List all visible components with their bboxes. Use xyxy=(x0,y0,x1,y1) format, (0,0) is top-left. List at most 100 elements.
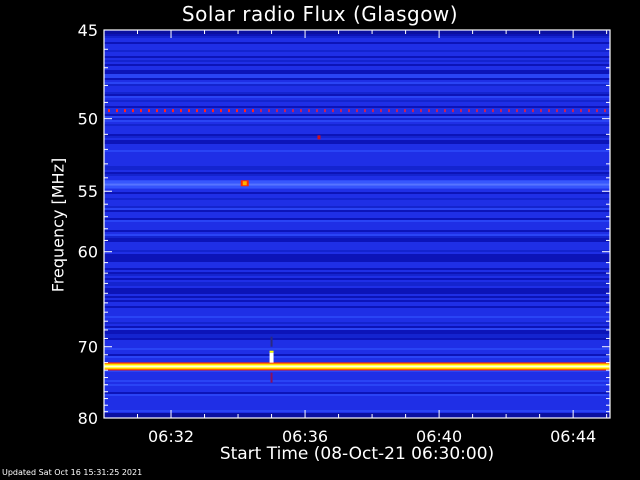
x-tick-label: 06:40 xyxy=(416,427,462,446)
dashed-signal xyxy=(508,109,510,113)
freq-stripe xyxy=(104,272,610,274)
dashed-signal xyxy=(492,109,494,113)
freq-stripe xyxy=(104,322,610,324)
freq-stripe xyxy=(104,116,610,118)
freq-stripe xyxy=(104,334,610,336)
dashed-signal xyxy=(212,109,214,113)
dashed-signal xyxy=(452,109,454,113)
dashed-signal xyxy=(316,109,318,113)
x-tick-label: 06:32 xyxy=(148,427,194,446)
freq-stripe xyxy=(104,268,610,270)
dashed-signal xyxy=(348,109,350,113)
elevated-band-core xyxy=(104,183,610,186)
freq-stripe xyxy=(104,274,610,276)
freq-stripe xyxy=(104,370,610,372)
dashed-signal xyxy=(460,109,462,113)
dashed-signal xyxy=(604,109,606,113)
freq-stripe xyxy=(104,258,610,260)
dashed-signal xyxy=(308,109,310,113)
dashed-signal xyxy=(220,109,222,113)
freq-stripe xyxy=(104,136,610,138)
dashed-signal xyxy=(532,109,534,113)
freq-stripe xyxy=(104,96,610,98)
x-tick-label: 06:44 xyxy=(550,427,596,446)
freq-stripe xyxy=(104,278,610,280)
freq-stripe xyxy=(104,134,610,136)
dashed-signal xyxy=(564,109,566,113)
dashed-signal xyxy=(284,109,286,113)
freq-stripe xyxy=(104,206,610,208)
freq-stripe xyxy=(104,284,610,286)
freq-stripe xyxy=(104,300,610,302)
freq-stripe xyxy=(104,338,610,340)
x-axis-label: Start Time (08-Oct-21 06:30:00) xyxy=(219,444,495,464)
dashed-signal xyxy=(108,109,110,113)
dashed-signal xyxy=(516,109,518,113)
dashed-signal xyxy=(188,109,190,113)
freq-stripe xyxy=(104,288,610,290)
axis-ticks: 45 50 55 60 70 80 06:32 06:36 06:40 06:44 xyxy=(78,21,610,446)
freq-stripe xyxy=(104,330,610,332)
burst-core xyxy=(269,352,274,363)
freq-stripe xyxy=(104,210,610,212)
freq-stripe xyxy=(104,234,610,236)
dashed-signal xyxy=(556,109,558,113)
freq-stripe xyxy=(104,394,610,396)
y-axis-label: Frequency [MHz] xyxy=(48,157,68,293)
freq-stripe xyxy=(104,78,610,80)
freq-stripe xyxy=(104,384,610,386)
dashed-signal xyxy=(268,109,270,113)
x-tick-label: 06:36 xyxy=(282,427,328,446)
dashed-signal xyxy=(444,109,446,113)
freq-stripe xyxy=(104,256,610,258)
y-tick-label: 45 xyxy=(78,21,98,40)
freq-stripe xyxy=(104,254,610,256)
dashed-signal xyxy=(380,109,382,113)
freq-stripe xyxy=(104,198,610,200)
dashed-signal xyxy=(396,109,398,113)
freq-stripe xyxy=(104,84,610,86)
freq-stripe xyxy=(104,410,610,412)
dashed-signal xyxy=(340,109,342,113)
dashed-signal xyxy=(164,109,166,113)
freq-stripe xyxy=(104,50,610,52)
freq-stripe xyxy=(104,208,610,210)
freq-stripe xyxy=(104,282,610,284)
freq-stripe xyxy=(104,34,610,36)
dashed-signal xyxy=(196,109,198,113)
background-field xyxy=(104,30,610,418)
dashed-signal xyxy=(276,109,278,113)
freq-stripe xyxy=(104,70,610,72)
freq-stripe xyxy=(104,316,610,318)
freq-stripe xyxy=(104,240,610,242)
freq-stripe xyxy=(104,36,610,38)
dashed-signal xyxy=(148,109,150,113)
dashed-signal xyxy=(324,109,326,113)
interference-band xyxy=(104,362,610,371)
freq-stripe xyxy=(104,100,610,102)
dashed-signal xyxy=(580,109,582,113)
freq-stripe xyxy=(104,42,610,44)
y-tick-label: 50 xyxy=(78,110,98,129)
freq-stripe xyxy=(104,124,610,126)
dashed-signal xyxy=(388,109,390,113)
freq-stripe xyxy=(104,72,610,74)
freq-stripe xyxy=(104,238,610,240)
edge-band-top xyxy=(104,30,610,34)
dashed-signal xyxy=(372,109,374,113)
freq-stripe xyxy=(104,56,610,58)
dashed-signal xyxy=(524,109,526,113)
dashed-signal xyxy=(412,109,414,113)
spectrogram-features xyxy=(104,109,610,383)
dashed-signal xyxy=(124,109,126,113)
freq-stripe xyxy=(104,60,610,62)
dashed-signal xyxy=(300,109,302,113)
updated-timestamp: Updated Sat Oct 16 15:31:25 2021 xyxy=(2,468,143,477)
spectrogram-background xyxy=(104,30,610,418)
dashed-signal xyxy=(420,109,422,113)
freq-stripe xyxy=(104,236,610,238)
freq-stripe xyxy=(104,260,610,262)
dashed-signal xyxy=(428,109,430,113)
freq-stripe xyxy=(104,140,610,142)
